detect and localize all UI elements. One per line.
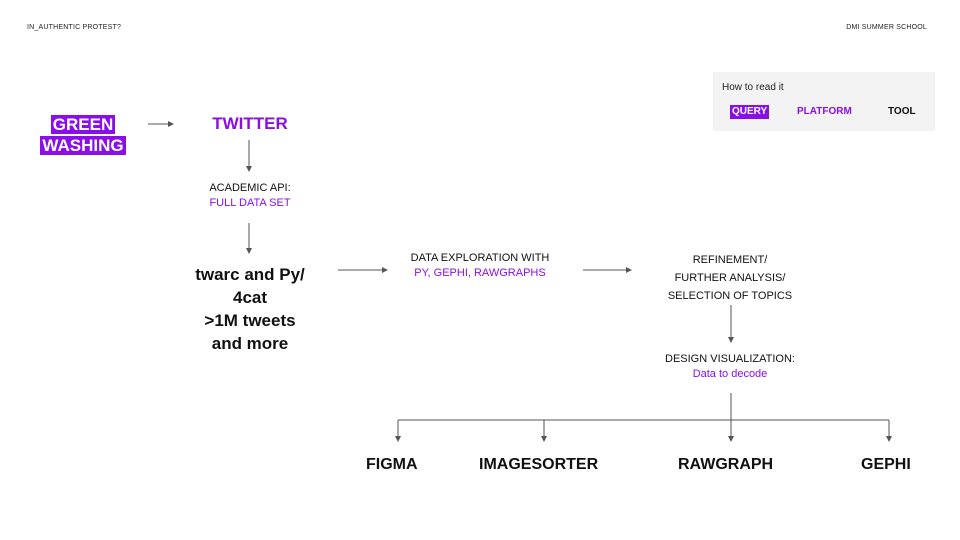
flow-arrows xyxy=(0,0,960,540)
